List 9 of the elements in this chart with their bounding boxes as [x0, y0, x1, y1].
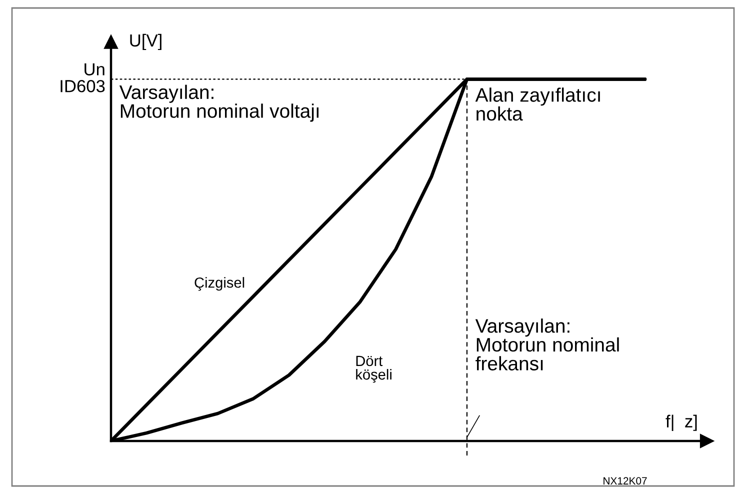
text: Dört köşeli [356, 356, 392, 383]
annotation: Varsayılan: Motorun nominal voltajı [119, 84, 319, 122]
annotation: Varsayılan: Motorun nominal frekansı [475, 318, 619, 370]
annotation: Alan zayıflatıcı nokta [475, 88, 600, 121]
series-label: Çizgisel [194, 277, 244, 291]
y-axis-title: U[V] [130, 34, 162, 50]
annotation: Un ID603 [60, 63, 105, 92]
x-axis-title: f| z] [666, 414, 697, 432]
text: NX12K07 [604, 477, 647, 485]
